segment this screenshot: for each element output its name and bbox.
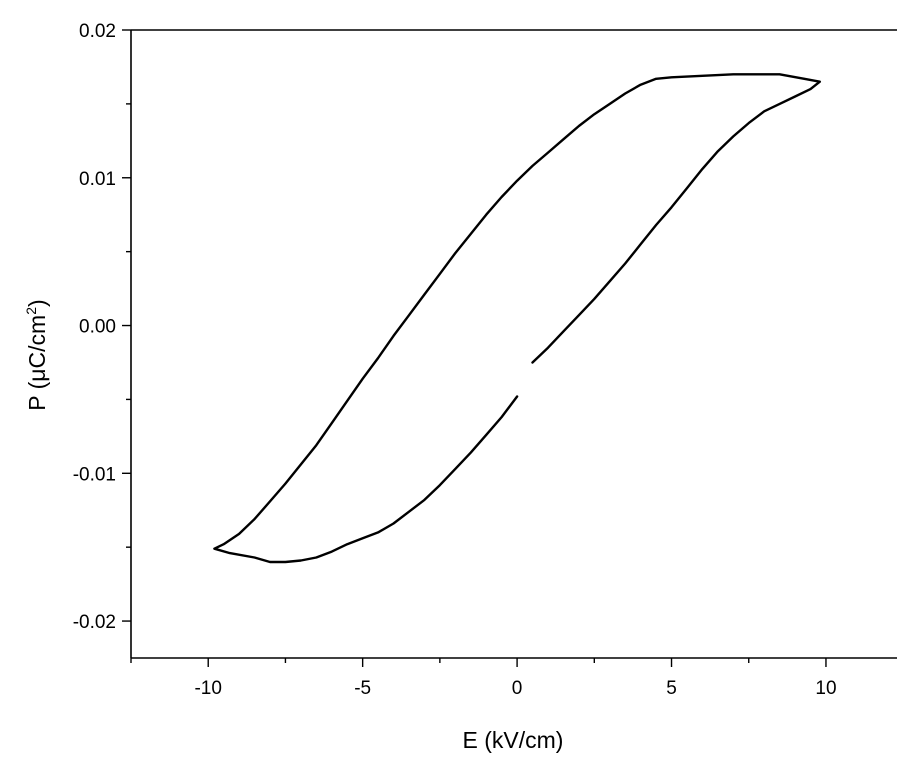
x-tick-label: -5 xyxy=(354,678,371,699)
x-tick-label: 5 xyxy=(666,678,677,699)
x-axis-ticks xyxy=(130,658,827,667)
x-tick-label: 0 xyxy=(512,678,523,699)
y-axis-title-unit: μC/cm xyxy=(24,315,50,382)
y-tick-label: 0.00 xyxy=(79,317,116,338)
y-axis-title-prefix: P ( xyxy=(24,381,50,410)
data-series xyxy=(213,73,821,564)
plot-frame xyxy=(130,29,897,659)
y-tick-label: -0.01 xyxy=(73,464,116,485)
y-axis-title: P (μC/cm2) xyxy=(23,299,50,410)
y-axis-tick-labels: -0.02 -0.01 0.00 0.01 0.02 xyxy=(73,21,116,633)
y-axis-title-suffix: ) xyxy=(24,299,50,307)
x-tick-label: -10 xyxy=(194,678,221,699)
y-tick-label: 0.02 xyxy=(79,21,116,42)
x-axis-tick-labels: -10 -5 0 5 10 xyxy=(194,678,836,699)
hysteresis-loop-line xyxy=(213,73,821,564)
x-axis-title: E (kV/cm) xyxy=(463,727,564,753)
y-axis-title-superscript: 2 xyxy=(23,307,39,315)
x-tick-label: 10 xyxy=(815,678,836,699)
y-tick-label: 0.01 xyxy=(79,169,116,190)
y-tick-label: -0.02 xyxy=(73,612,116,633)
y-axis-ticks xyxy=(122,29,131,622)
